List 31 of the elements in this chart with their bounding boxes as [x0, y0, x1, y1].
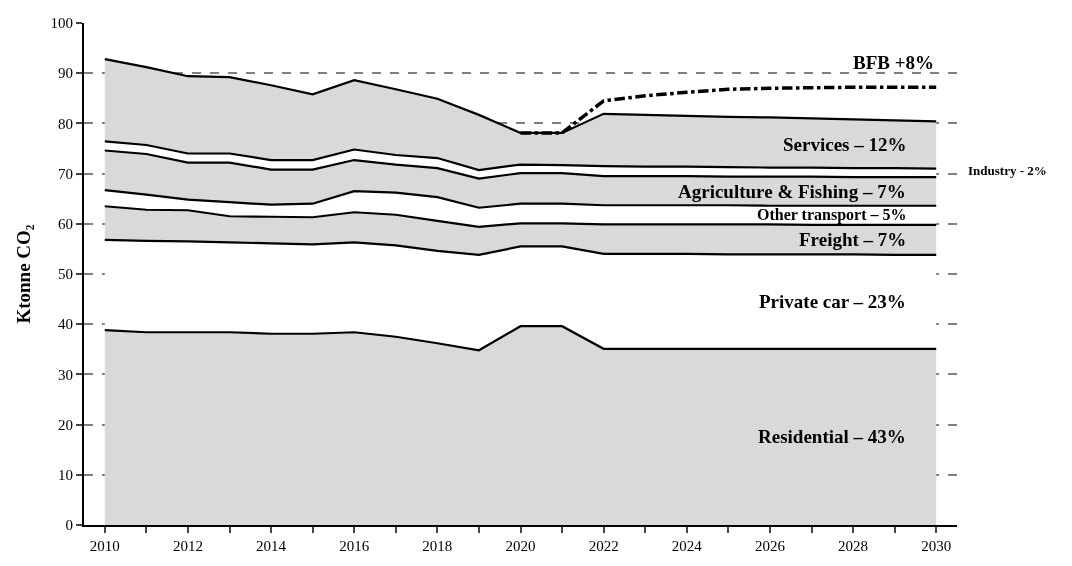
series-label: Private car – 23% [759, 291, 906, 312]
x-tick-label: 2012 [172, 538, 203, 554]
series-label: Residential – 43% [758, 426, 906, 447]
x-tick-label: 2018 [422, 538, 453, 554]
y-tick-label: 80 [58, 115, 73, 132]
series-label: Services – 12% [783, 134, 907, 155]
x-tick-label: 2016 [339, 538, 370, 554]
x-tick-label: 2030 [921, 538, 952, 554]
x-tick-label: 2028 [838, 538, 869, 554]
x-tick-label: 2026 [754, 538, 786, 554]
series-label: BFB +8% [853, 52, 935, 73]
y-tick-label: 40 [58, 316, 73, 333]
series-label: Freight – 7% [799, 229, 907, 250]
y-tick-label: 90 [58, 65, 73, 82]
y-tick-label: 30 [58, 366, 73, 383]
x-tick-label: 2010 [89, 538, 120, 554]
x-tick-label: 2020 [505, 538, 536, 554]
x-tick-label: 2022 [588, 538, 619, 554]
y-tick-label: 50 [58, 266, 73, 283]
y-tick-label: 100 [50, 15, 73, 32]
x-tick-label: 2014 [256, 538, 287, 554]
y-tick-label: 20 [58, 416, 73, 433]
series-label: Other transport – 5% [757, 206, 907, 224]
y-tick-label: 0 [65, 517, 73, 534]
text: Industry - 2% [968, 163, 1047, 178]
y-tick-label: 70 [58, 165, 73, 182]
y-tick-label: 10 [58, 467, 73, 484]
series-label: Agriculture & Fishing – 7% [678, 181, 906, 202]
x-tick-label: 2024 [671, 538, 703, 554]
y-axis-title: Ktonne CO₂ [12, 224, 34, 324]
y-tick-label: 60 [58, 216, 73, 233]
